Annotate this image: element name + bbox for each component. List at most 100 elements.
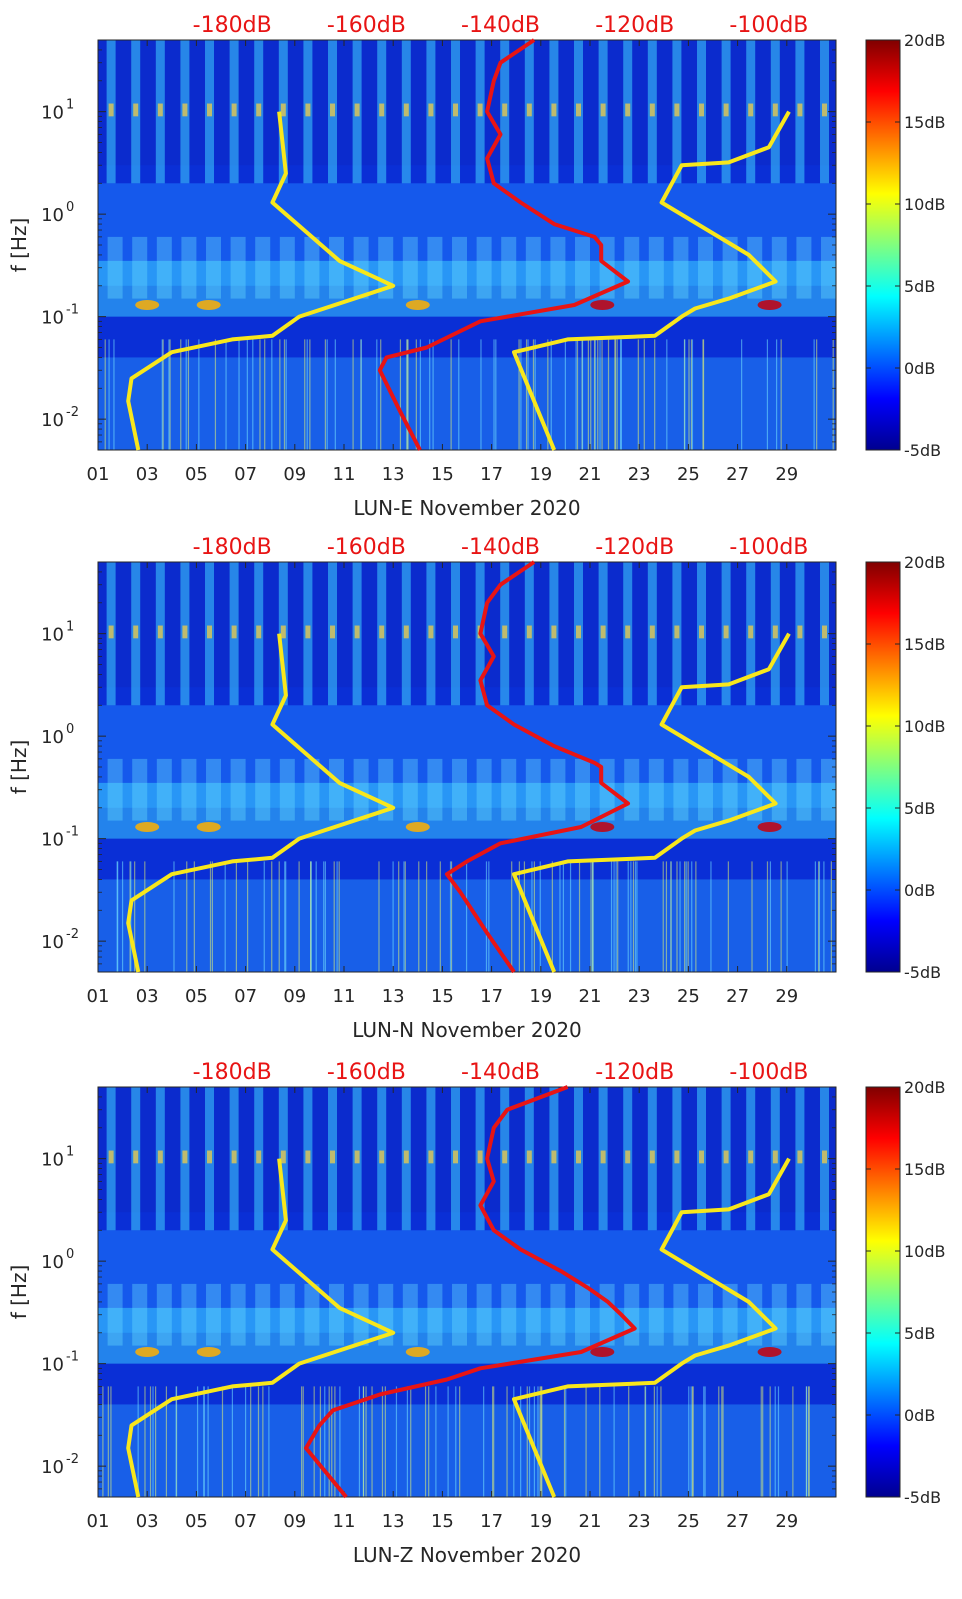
- colorbar: 20dB 15dB 10dB 5dB 0dB -5dB: [865, 31, 946, 460]
- top-db-label: -180dB: [193, 1060, 272, 1085]
- y-tick-label: 10: [41, 205, 64, 226]
- colorbar-label: 5dB: [904, 799, 935, 818]
- y-tick-label: 10: [41, 1457, 64, 1478]
- y-tick-label: 10: [41, 410, 64, 431]
- x-tick-label: 11: [333, 464, 356, 485]
- x-tick-label: 13: [382, 986, 405, 1007]
- x-tick-label: 03: [136, 1511, 159, 1532]
- x-axis-label: LUN-N November 2020: [352, 1018, 582, 1042]
- x-tick-label: 09: [283, 1511, 306, 1532]
- y-tick-exponent: 1: [66, 1145, 74, 1160]
- top-db-label: -100dB: [729, 13, 808, 38]
- colorbar-label: 0dB: [904, 1406, 935, 1425]
- x-axis-label: LUN-E November 2020: [353, 496, 580, 520]
- x-tick-label: 19: [529, 1511, 552, 1532]
- colorbar: 20dB 15dB 10dB 5dB 0dB -5dB: [865, 553, 946, 982]
- x-tick-label: 11: [333, 1511, 356, 1532]
- y-tick-exponent: 0: [66, 200, 74, 215]
- top-db-label: -140dB: [461, 1060, 540, 1085]
- x-tick-label: 19: [529, 986, 552, 1007]
- top-db-label: -160dB: [327, 535, 406, 560]
- x-tick-label: 03: [136, 986, 159, 1007]
- x-tick-label: 27: [726, 464, 749, 485]
- x-tick-label: 09: [283, 986, 306, 1007]
- colorbar-label: 10dB: [904, 717, 946, 736]
- y-tick-exponent: -2: [66, 405, 79, 420]
- y-axis-label: f [Hz]: [7, 740, 31, 795]
- colorbar-label: 10dB: [904, 1242, 946, 1261]
- y-tick-label: 10: [41, 1355, 64, 1376]
- top-db-label: -120dB: [595, 1060, 674, 1085]
- series-model-high: [512, 110, 791, 451]
- x-tick-label: 01: [87, 1511, 110, 1532]
- y-tick-label: 10: [41, 727, 64, 748]
- colorbar-label: 20dB: [904, 31, 946, 50]
- colorbar-label: 0dB: [904, 359, 935, 378]
- colorbar-label: 15dB: [904, 635, 946, 654]
- colorbar-label: -5dB: [904, 1488, 941, 1507]
- x-tick-label: 19: [529, 464, 552, 485]
- colorbar-label: 5dB: [904, 277, 935, 296]
- colorbar-label: -5dB: [904, 441, 941, 460]
- y-tick-label: 10: [41, 1252, 64, 1273]
- x-tick-label: 21: [579, 986, 602, 1007]
- y-tick-exponent: -1: [66, 1350, 79, 1365]
- y-tick-exponent: 0: [66, 722, 74, 737]
- x-tick-label: 27: [726, 1511, 749, 1532]
- y-tick-exponent: -1: [66, 303, 79, 318]
- y-tick-label: 10: [41, 932, 64, 953]
- top-db-label: -180dB: [193, 535, 272, 560]
- y-tick-exponent: -2: [66, 927, 79, 942]
- y-tick-exponent: -1: [66, 825, 79, 840]
- y-tick-exponent: 1: [66, 98, 74, 113]
- x-tick-label: 29: [775, 464, 798, 485]
- colorbar-label: 20dB: [904, 1078, 946, 1097]
- x-tick-label: 03: [136, 464, 159, 485]
- colorbar: 20dB 15dB 10dB 5dB 0dB -5dB: [865, 1078, 946, 1507]
- x-tick-label: 01: [87, 986, 110, 1007]
- x-tick-label: 09: [283, 464, 306, 485]
- top-db-label: -140dB: [461, 535, 540, 560]
- x-tick-label: 15: [431, 1511, 454, 1532]
- series-model-low: [126, 111, 396, 451]
- series-model-high: [512, 632, 791, 973]
- series-median: [444, 560, 630, 974]
- series-model-high: [512, 1157, 791, 1498]
- y-tick-label: 10: [41, 625, 64, 646]
- top-db-label: -120dB: [595, 13, 674, 38]
- spectrogram-image: [98, 1087, 837, 1497]
- x-tick-label: 13: [382, 1511, 405, 1532]
- y-axis-label: f [Hz]: [7, 218, 31, 273]
- series-median: [304, 1085, 637, 1499]
- y-tick-label: 10: [41, 1150, 64, 1171]
- x-tick-label: 25: [677, 464, 700, 485]
- colorbar-label: 15dB: [904, 1160, 946, 1179]
- series-model-low: [126, 1158, 396, 1498]
- x-axis-label: LUN-Z November 2020: [353, 1543, 581, 1567]
- top-db-label: -100dB: [729, 1060, 808, 1085]
- top-db-label: -140dB: [461, 13, 540, 38]
- y-tick-exponent: 1: [66, 620, 74, 635]
- colorbar-label: 10dB: [904, 195, 946, 214]
- x-tick-label: 17: [480, 464, 503, 485]
- top-db-label: -100dB: [729, 535, 808, 560]
- x-tick-label: 27: [726, 986, 749, 1007]
- x-tick-label: 05: [185, 1511, 208, 1532]
- spectrogram-image: [98, 40, 837, 450]
- spectrogram-image: [98, 562, 837, 972]
- top-db-label: -160dB: [327, 1060, 406, 1085]
- top-db-label: -120dB: [595, 535, 674, 560]
- colorbar-label: 0dB: [904, 881, 935, 900]
- x-tick-label: 13: [382, 464, 405, 485]
- x-tick-label: 15: [431, 986, 454, 1007]
- x-tick-label: 23: [628, 464, 651, 485]
- x-tick-label: 29: [775, 1511, 798, 1532]
- x-tick-label: 07: [234, 464, 257, 485]
- x-tick-label: 01: [87, 464, 110, 485]
- y-tick-label: 10: [41, 830, 64, 851]
- x-tick-label: 23: [628, 1511, 651, 1532]
- x-tick-label: 11: [333, 986, 356, 1007]
- colorbar-label: 20dB: [904, 553, 946, 572]
